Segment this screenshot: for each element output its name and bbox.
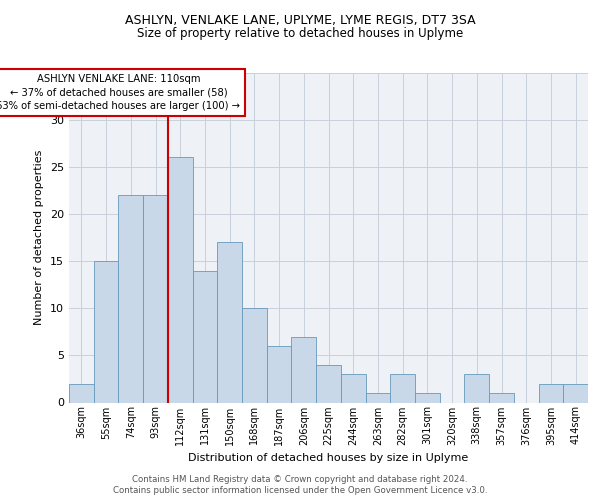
Bar	[267, 346, 292, 403]
Text: Size of property relative to detached houses in Uplyme: Size of property relative to detached ho…	[137, 28, 463, 40]
Bar	[193, 270, 217, 402]
Bar	[69, 384, 94, 402]
Bar	[539, 384, 563, 402]
Bar	[94, 261, 118, 402]
Bar	[341, 374, 365, 402]
Bar	[390, 374, 415, 402]
Bar	[143, 195, 168, 402]
Bar	[292, 336, 316, 402]
X-axis label: Distribution of detached houses by size in Uplyme: Distribution of detached houses by size …	[188, 453, 469, 463]
Text: Contains public sector information licensed under the Open Government Licence v3: Contains public sector information licen…	[113, 486, 487, 495]
Bar	[464, 374, 489, 402]
Bar	[563, 384, 588, 402]
Y-axis label: Number of detached properties: Number of detached properties	[34, 150, 44, 325]
Bar	[489, 393, 514, 402]
Bar	[316, 365, 341, 403]
Bar	[242, 308, 267, 402]
Bar	[118, 195, 143, 402]
Text: ASHLYN, VENLAKE LANE, UPLYME, LYME REGIS, DT7 3SA: ASHLYN, VENLAKE LANE, UPLYME, LYME REGIS…	[125, 14, 475, 27]
Bar	[217, 242, 242, 402]
Bar	[415, 393, 440, 402]
Bar	[365, 393, 390, 402]
Text: Contains HM Land Registry data © Crown copyright and database right 2024.: Contains HM Land Registry data © Crown c…	[132, 475, 468, 484]
Bar	[168, 158, 193, 402]
Text: ASHLYN VENLAKE LANE: 110sqm
← 37% of detached houses are smaller (58)
63% of sem: ASHLYN VENLAKE LANE: 110sqm ← 37% of det…	[0, 74, 241, 111]
